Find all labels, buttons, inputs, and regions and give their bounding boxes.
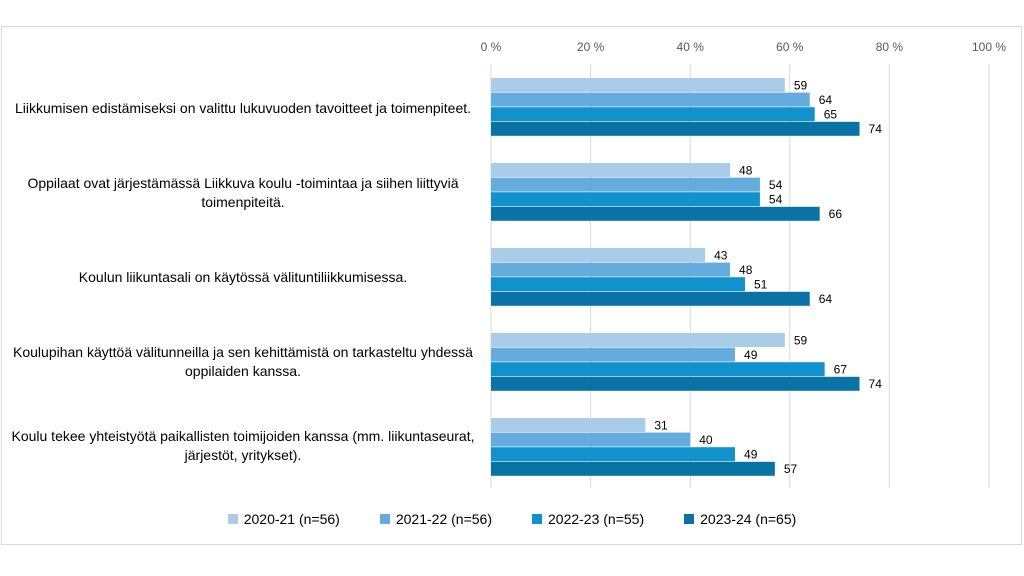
data-label: 31 (654, 418, 668, 432)
bar (491, 376, 860, 391)
legend-item: 2020-21 (n=56) (227, 511, 340, 527)
data-label: 66 (829, 207, 843, 221)
bar (491, 206, 820, 221)
y-category-label: Liikkumisen edistämiseksi on valittu luk… (14, 100, 472, 116)
x-tick-label: 40 % (677, 40, 705, 54)
legend-label: 2021-22 (n=56) (395, 511, 492, 527)
bar (491, 107, 815, 122)
y-category-label: Koulu tekee yhteistyötä paikallisten toi… (11, 428, 475, 463)
x-tick-label: 80 % (876, 40, 904, 54)
x-tick-label: 100 % (972, 40, 1006, 54)
data-label: 51 (754, 278, 768, 292)
data-label: 74 (869, 377, 883, 391)
data-label: 59 (794, 333, 808, 347)
bar (491, 92, 810, 107)
bar (491, 78, 785, 92)
bar (491, 362, 825, 377)
data-label: 43 (714, 248, 728, 262)
bar (491, 447, 736, 462)
x-tick-label: 0 % (481, 40, 502, 54)
legend-item: 2021-22 (n=56) (379, 511, 492, 527)
bar (491, 277, 745, 292)
x-tick-label: 20 % (577, 40, 605, 54)
data-label: 74 (869, 122, 883, 136)
legend-swatch (532, 514, 542, 524)
legend-swatch (684, 514, 695, 524)
bar (491, 432, 691, 447)
data-label: 49 (744, 448, 758, 462)
data-label: 40 (699, 433, 713, 447)
data-label: 59 (794, 78, 808, 92)
legend: 2020-21 (n=56) 2021-22 (n=56) 2022-23 (n=5… (0, 511, 1024, 527)
data-label: 48 (739, 163, 753, 177)
bar (491, 461, 775, 476)
legend-label: 2020-21 (n=56) (243, 511, 340, 527)
legend-item: 2022-23 (n=55) (532, 511, 644, 527)
data-label: 64 (819, 292, 833, 306)
data-label: 54 (769, 193, 783, 207)
data-label: 48 (739, 263, 753, 277)
data-label: 49 (744, 348, 758, 362)
y-category-label: Oppilaat ovat järjestämässä Liikkuva kou… (27, 175, 459, 210)
legend-swatch (379, 514, 390, 524)
bar (491, 248, 706, 262)
bar (491, 177, 760, 192)
bar (491, 262, 731, 277)
data-label: 67 (834, 363, 848, 377)
y-category-label: Koulupihan käyttöä välitunneilla ja sen … (13, 344, 473, 379)
bar (491, 121, 860, 136)
bar (491, 347, 736, 362)
bar (491, 418, 646, 432)
data-label: 64 (819, 93, 833, 107)
data-label: 54 (769, 178, 783, 192)
legend-item: 2023-24 (n=65) (684, 511, 796, 527)
x-tick-label: 60 % (776, 40, 804, 54)
legend-label: 2023-24 (n=65) (700, 511, 797, 527)
bar (491, 291, 810, 306)
legend-label: 2022-23 (n=55) (548, 511, 645, 527)
bar (491, 192, 760, 207)
y-category-label: Koulun liikuntasali on käytössä välitunt… (78, 269, 408, 285)
bar (491, 333, 785, 347)
data-label: 57 (784, 462, 798, 476)
bar (491, 163, 731, 177)
data-label: 65 (824, 108, 838, 122)
legend-swatch (227, 514, 238, 524)
